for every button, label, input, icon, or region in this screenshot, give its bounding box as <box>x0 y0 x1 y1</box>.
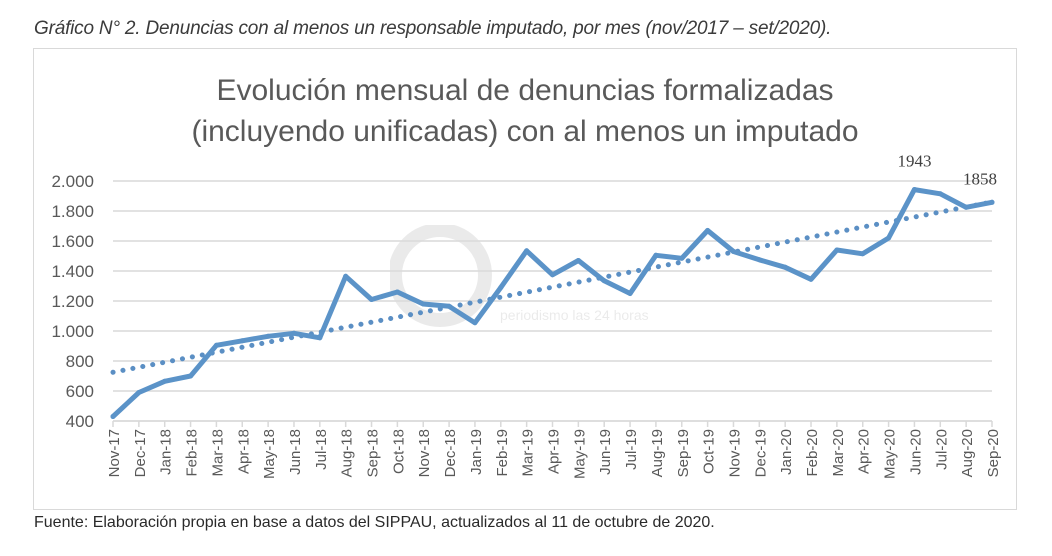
x-tick-label: Jan-19 <box>468 429 485 475</box>
x-tick-label: Apr-19 <box>546 429 563 474</box>
x-tick-label: May-18 <box>261 429 278 479</box>
y-tick-label: 1.000 <box>51 322 94 341</box>
data-point <box>369 297 375 302</box>
data-point <box>601 278 607 284</box>
x-tick-label: Jul-20 <box>933 429 950 470</box>
x-tick-label: Sep-18 <box>365 429 382 477</box>
x-tick-label: Nov-18 <box>416 429 433 477</box>
data-point <box>550 272 555 278</box>
chart-title-line-2: (incluyendo unificadas) con al menos un … <box>191 115 859 148</box>
data-point <box>136 390 142 395</box>
data-point <box>756 257 762 263</box>
x-tick-label: Jan-18 <box>158 429 175 475</box>
x-tick-label: Dec-18 <box>442 429 459 477</box>
data-point <box>188 373 194 379</box>
data-point <box>937 191 943 197</box>
x-tick-label: Oct-19 <box>701 429 718 474</box>
data-point <box>394 289 400 295</box>
x-tick-label: Jul-18 <box>313 429 330 470</box>
x-tick-label: Sep-19 <box>675 429 692 477</box>
data-point <box>162 378 168 384</box>
x-tick-label: Apr-20 <box>856 429 873 474</box>
x-tick-label: Dec-17 <box>132 429 149 477</box>
x-tick-label: Mar-18 <box>209 429 226 477</box>
trendline-path <box>110 199 995 375</box>
data-point <box>782 264 788 270</box>
data-point <box>265 333 271 339</box>
y-tick-label: 800 <box>66 352 94 371</box>
data-point <box>886 235 892 241</box>
data-point <box>834 247 840 253</box>
chart-frame <box>33 48 1017 510</box>
x-tick-label: Jun-18 <box>287 429 304 475</box>
data-point <box>679 255 685 261</box>
x-tick-label: Sep-20 <box>985 429 1002 477</box>
data-point <box>808 276 814 282</box>
data-point <box>343 273 349 279</box>
x-tick-label: Jun-20 <box>907 429 924 475</box>
x-tick-label: Aug-19 <box>649 429 666 477</box>
data-point <box>524 248 530 254</box>
data-point <box>110 414 116 419</box>
x-tick-label: Aug-20 <box>959 429 976 477</box>
data-point <box>575 258 581 263</box>
data-point <box>653 252 659 258</box>
x-tick-label: Feb-19 <box>494 429 511 477</box>
data-point <box>860 251 866 257</box>
data-point <box>963 204 969 210</box>
y-tick-label: 1.400 <box>51 262 94 281</box>
y-tick-label: 400 <box>66 412 94 431</box>
x-tick-label: Mar-19 <box>520 429 537 477</box>
data-point <box>239 338 245 344</box>
data-point <box>317 335 323 341</box>
x-axis: Nov-17 Dec-17 Jan-18 Feb-18 Mar-18 Apr-18 May-… <box>106 420 1002 479</box>
data-point <box>705 228 711 233</box>
y-tick-label: 1.200 <box>51 292 94 311</box>
data-point <box>730 249 736 254</box>
data-point <box>291 330 297 336</box>
data-point <box>627 291 633 296</box>
data-point <box>472 320 478 326</box>
x-tick-label: Feb-20 <box>804 429 821 477</box>
x-tick-label: Jul-19 <box>623 429 640 470</box>
y-tick-label: 1.600 <box>51 232 94 251</box>
x-tick-label: Aug-18 <box>339 429 356 477</box>
data-label: 1943 <box>897 152 931 171</box>
data-point <box>446 303 452 309</box>
annotations: 1943 1858 <box>897 152 997 189</box>
x-tick-label: Feb-18 <box>184 429 201 477</box>
x-tick-label: Nov-19 <box>726 429 743 477</box>
x-tick-label: Jun-19 <box>597 429 614 475</box>
figure-caption: Gráfico N° 2. Denuncias con al menos un … <box>34 18 832 39</box>
data-point <box>498 285 504 290</box>
y-tick-label: 1.800 <box>51 202 94 221</box>
series-line <box>110 187 995 419</box>
data-label: 1858 <box>963 169 997 188</box>
trendline <box>110 199 995 375</box>
x-tick-label: Dec-19 <box>752 429 769 477</box>
x-tick-label: Apr-18 <box>235 429 252 474</box>
data-point <box>420 301 426 307</box>
x-tick-label: Mar-20 <box>830 429 847 477</box>
data-point <box>911 187 917 193</box>
gridlines <box>113 180 992 422</box>
source-note: Fuente: Elaboración propia en base a dat… <box>34 514 715 531</box>
y-axis-ticks: 400 600 800 1.000 1.200 1.400 1.600 1.800 2.000 <box>51 172 94 431</box>
series <box>110 187 995 419</box>
chart-title: Evolución mensual de denuncias formaliza… <box>33 70 1017 152</box>
y-tick-label: 2.000 <box>51 172 94 191</box>
y-tick-label: 600 <box>66 382 94 401</box>
data-point <box>989 199 995 205</box>
x-tick-label: May-19 <box>571 429 588 479</box>
chart-title-line-1: Evolución mensual de denuncias formaliza… <box>216 74 834 107</box>
x-tick-label: Nov-17 <box>106 429 123 477</box>
x-tick-label: Oct-18 <box>390 429 407 474</box>
data-point <box>213 342 219 348</box>
x-tick-label: May-20 <box>882 429 899 479</box>
x-tick-label: Jan-20 <box>778 429 795 475</box>
